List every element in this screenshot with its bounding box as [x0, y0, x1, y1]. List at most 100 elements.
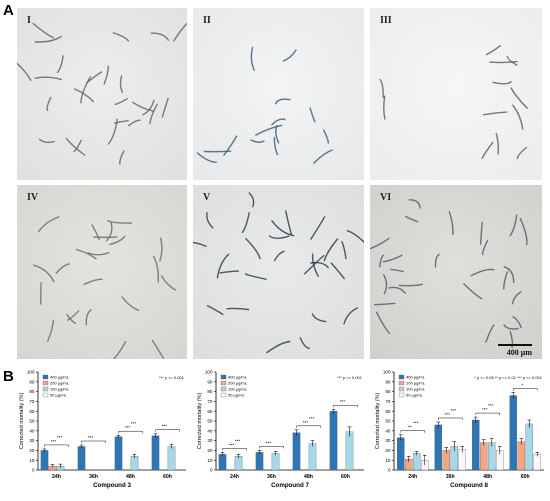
chart-1-legend-label: 200 μg/mL: [228, 381, 248, 386]
chart-2-legend-swatch: [398, 374, 405, 380]
larva: [379, 254, 384, 268]
chart-2-x-axis-label: Compound 8: [450, 482, 488, 489]
larva: [482, 111, 508, 116]
micrograph-background: [370, 8, 542, 180]
micrograph-background: [17, 8, 187, 180]
larva: [226, 307, 250, 311]
larva: [173, 22, 187, 42]
chart-1-category-label: 60h: [341, 474, 350, 480]
chart-1-legend-swatch: [220, 374, 227, 380]
chart-0-significance-stars: ***: [57, 435, 63, 441]
chart-1-bar: [218, 454, 227, 471]
larva: [105, 222, 113, 242]
chart-2-category-label: 48h: [483, 474, 492, 480]
larva: [206, 305, 224, 316]
larva: [216, 253, 230, 279]
chart-1-legend-label: 400 μg/mL: [228, 375, 248, 380]
chart-1-y-tick-label: 0: [210, 468, 213, 473]
chart-2-legend-label: 400 μg/mL: [406, 375, 426, 380]
chart-0-y-tick-label: 100: [27, 370, 35, 375]
larva: [250, 139, 265, 143]
chart-2-legend-label: 100 μg/mL: [406, 387, 426, 392]
larva: [266, 340, 291, 354]
chart-2-legend-swatch: [398, 392, 405, 398]
larva: [379, 78, 384, 99]
chart-0-legend-label: 100 μg/mL: [50, 387, 70, 392]
larva: [109, 235, 126, 246]
chart-1-y-tick-label: 60: [207, 409, 213, 414]
chart-1-x-axis-label: Compound 7: [271, 482, 309, 489]
chart-1-legend-swatch: [220, 392, 227, 398]
chart-1-significance-bracket: [259, 446, 284, 449]
chart-0-significance-stars: ***: [162, 424, 168, 430]
larva: [245, 238, 261, 260]
chart-0-y-tick-label: 50: [29, 419, 35, 424]
chart-2-legend-swatch: [398, 380, 405, 386]
larva: [132, 101, 154, 112]
chart-0-y-tick-label: 0: [32, 468, 35, 473]
chart-2-y-tick-label: 70: [385, 399, 391, 404]
chart-2-significance-stars: ***: [444, 412, 450, 418]
chart-2-significance-stars: ***: [488, 403, 494, 409]
larva: [268, 235, 290, 239]
chart-2-y-tick-label: 100: [383, 370, 391, 375]
chart-0-category-label: 48h: [126, 474, 135, 480]
micrograph-vi: VI 400 μm: [370, 185, 542, 359]
chart-0-legend-swatch: [42, 380, 49, 386]
chart-1-y-tick-label: 20: [207, 448, 213, 453]
larva: [310, 216, 326, 240]
larva: [73, 139, 82, 152]
chart-2-y-tick-label: 20: [385, 448, 391, 453]
larva: [66, 313, 77, 325]
chart-2-bar: [533, 454, 541, 471]
larva: [206, 212, 214, 229]
larva: [390, 268, 404, 273]
chart-0-y-tick-label: 80: [29, 389, 35, 394]
chart-0-y-tick-label: 70: [29, 399, 35, 404]
larva: [376, 311, 391, 334]
chart-2-bar: [517, 441, 525, 471]
chart-0-significance-bracket: [81, 440, 106, 444]
larva: [503, 266, 515, 284]
larva: [470, 268, 495, 277]
chart-2-y-tick-label: 30: [385, 438, 391, 443]
chart-2-y-tick-label: 40: [385, 428, 391, 433]
micrograph-image: [193, 8, 364, 180]
larva: [511, 291, 522, 305]
larva: [161, 97, 169, 118]
larva: [282, 49, 297, 62]
larva: [370, 237, 390, 250]
chart-1-bar: [271, 453, 280, 471]
chart-1-y-tick-label: 10: [207, 458, 213, 463]
chart-0-legend-swatch: [42, 374, 49, 380]
larva: [509, 214, 518, 237]
chart-2-y-tick-label: 50: [385, 419, 391, 424]
chart-2-significance-note: * p <= 0.05 ** p <= 0.01 *** p <= 0.001: [474, 375, 543, 380]
chart-1-y-tick-label: 100: [205, 370, 213, 375]
larva: [285, 210, 293, 236]
larva: [107, 220, 133, 224]
micrograph-v: V: [193, 185, 364, 359]
chart-2-bar: [472, 419, 480, 471]
chart-0-bar: [114, 436, 123, 471]
larva: [38, 216, 60, 233]
chart-2-bar: [458, 449, 467, 471]
chart-2-significance-bracket: [400, 430, 425, 433]
micrograph-ii: II: [193, 8, 364, 180]
chart-2-significance-bracket: [475, 412, 500, 416]
chart-2-y-axis-label: Corrected mortality (%): [375, 393, 381, 450]
larva: [103, 65, 110, 85]
larva: [481, 141, 494, 160]
chart-0-x-axis-label: Compound 3: [93, 482, 131, 489]
larva: [196, 152, 217, 163]
larva: [34, 76, 62, 81]
micrograph-image: [370, 185, 542, 359]
chart-0-significance-stars: ***: [51, 439, 57, 445]
larva: [85, 309, 92, 326]
chart-2-bar: [488, 442, 496, 471]
chart-2-significance-stars: ***: [450, 408, 456, 414]
larva: [519, 218, 528, 246]
chart-0-significance-note: *** p <= 0.001: [159, 375, 185, 380]
larva: [248, 192, 255, 208]
chart-0-y-tick-label: 60: [29, 409, 35, 414]
